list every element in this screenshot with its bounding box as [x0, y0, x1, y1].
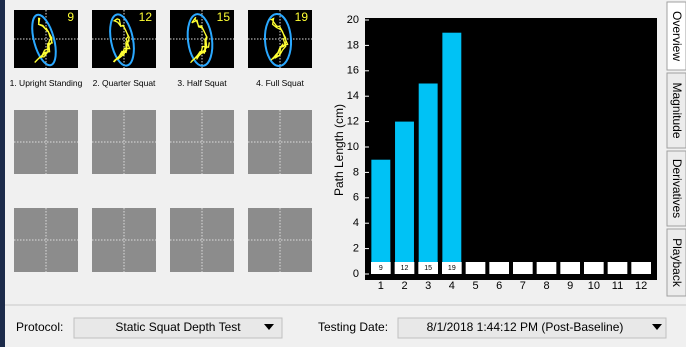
x-tick-label: 8	[543, 280, 549, 292]
value-box	[560, 262, 580, 274]
x-tick-label: 10	[588, 280, 600, 292]
tab-label: Overview	[670, 11, 684, 61]
empty-plot	[14, 110, 78, 174]
tab-label: Playback	[670, 238, 684, 288]
empty-plot	[248, 208, 312, 272]
y-tick-label: 0	[353, 268, 359, 280]
protocol-label: Protocol:	[16, 320, 63, 334]
y-tick-label: 10	[347, 141, 359, 153]
value-box	[513, 262, 533, 274]
empty-plot	[14, 208, 78, 272]
confidence-ellipse	[186, 13, 214, 67]
value-box	[371, 262, 391, 274]
y-tick-label: 4	[353, 217, 359, 229]
value-box	[631, 262, 651, 274]
dropdown-arrow	[264, 324, 274, 330]
y-tick-label: 20	[347, 14, 359, 26]
tab[interactable]	[666, 228, 686, 297]
trial-label: 1. Upright Standing	[9, 78, 83, 88]
value-box	[489, 262, 509, 274]
sway-trace	[269, 17, 289, 61]
x-tick-label: 11	[612, 280, 623, 292]
x-tick-label: 3	[425, 280, 431, 292]
dropdown-arrow	[652, 324, 662, 330]
tab[interactable]	[666, 1, 686, 71]
tab-label: Magnitude	[670, 82, 684, 138]
value-box	[536, 262, 557, 274]
tab[interactable]	[666, 72, 686, 149]
protocol-value: Static Squat Depth Test	[115, 320, 241, 334]
trial-value: 12	[139, 10, 153, 24]
x-tick-label: 7	[520, 280, 526, 292]
sway-trace	[190, 16, 210, 64]
empty-plot	[92, 110, 156, 174]
trial-label: 2. Quarter Squat	[92, 78, 156, 88]
empty-plot	[92, 208, 156, 272]
y-tick-label: 16	[347, 65, 359, 77]
empty-plot	[170, 208, 234, 272]
bar	[395, 121, 414, 274]
value-label: 12	[401, 265, 409, 272]
y-tick-label: 14	[347, 90, 359, 102]
y-tick-label: 8	[353, 166, 359, 178]
empty-plot	[170, 110, 234, 174]
trial-label: 4. Full Squat	[256, 78, 304, 88]
confidence-ellipse	[263, 13, 293, 67]
x-tick-label: 12	[635, 280, 647, 292]
x-tick-label: 2	[401, 280, 407, 292]
trial-value: 19	[295, 10, 309, 24]
value-box	[607, 262, 628, 274]
x-tick-label: 9	[567, 280, 573, 292]
value-label: 15	[424, 265, 432, 272]
bar	[442, 32, 462, 275]
value-box	[418, 262, 438, 274]
date-value: 8/1/2018 1:44:12 PM (Post-Baseline)	[427, 320, 624, 334]
value-box	[465, 262, 486, 274]
sway-trace	[34, 17, 54, 63]
empty-plot	[248, 110, 312, 174]
x-tick-label: 4	[449, 280, 455, 292]
bar	[418, 83, 438, 274]
trial-value: 9	[67, 10, 74, 24]
sway-trace	[112, 18, 131, 63]
y-tick-label: 18	[347, 39, 359, 51]
date-label: Testing Date:	[318, 320, 388, 334]
tab-label: Derivatives	[670, 159, 684, 218]
y-tick-label: 2	[353, 243, 359, 255]
confidence-ellipse	[31, 13, 57, 67]
date-dropdown[interactable]	[397, 317, 667, 339]
x-tick-label: 6	[496, 280, 502, 292]
value-box	[394, 262, 415, 274]
protocol-dropdown[interactable]	[73, 317, 283, 339]
value-label: 19	[448, 265, 456, 272]
value-box	[442, 262, 462, 274]
confidence-ellipse	[109, 13, 135, 67]
value-label: 9	[379, 265, 383, 272]
tab[interactable]	[666, 150, 686, 227]
trial-label: 3. Half Squat	[177, 78, 227, 88]
trial-value: 15	[217, 10, 231, 24]
y-axis-label: Path Length (cm)	[332, 104, 346, 196]
value-box	[584, 262, 604, 274]
x-tick-label: 1	[378, 280, 384, 292]
y-tick-label: 6	[353, 192, 359, 204]
x-tick-label: 5	[472, 280, 478, 292]
y-tick-label: 12	[347, 116, 359, 128]
bar	[371, 159, 391, 274]
